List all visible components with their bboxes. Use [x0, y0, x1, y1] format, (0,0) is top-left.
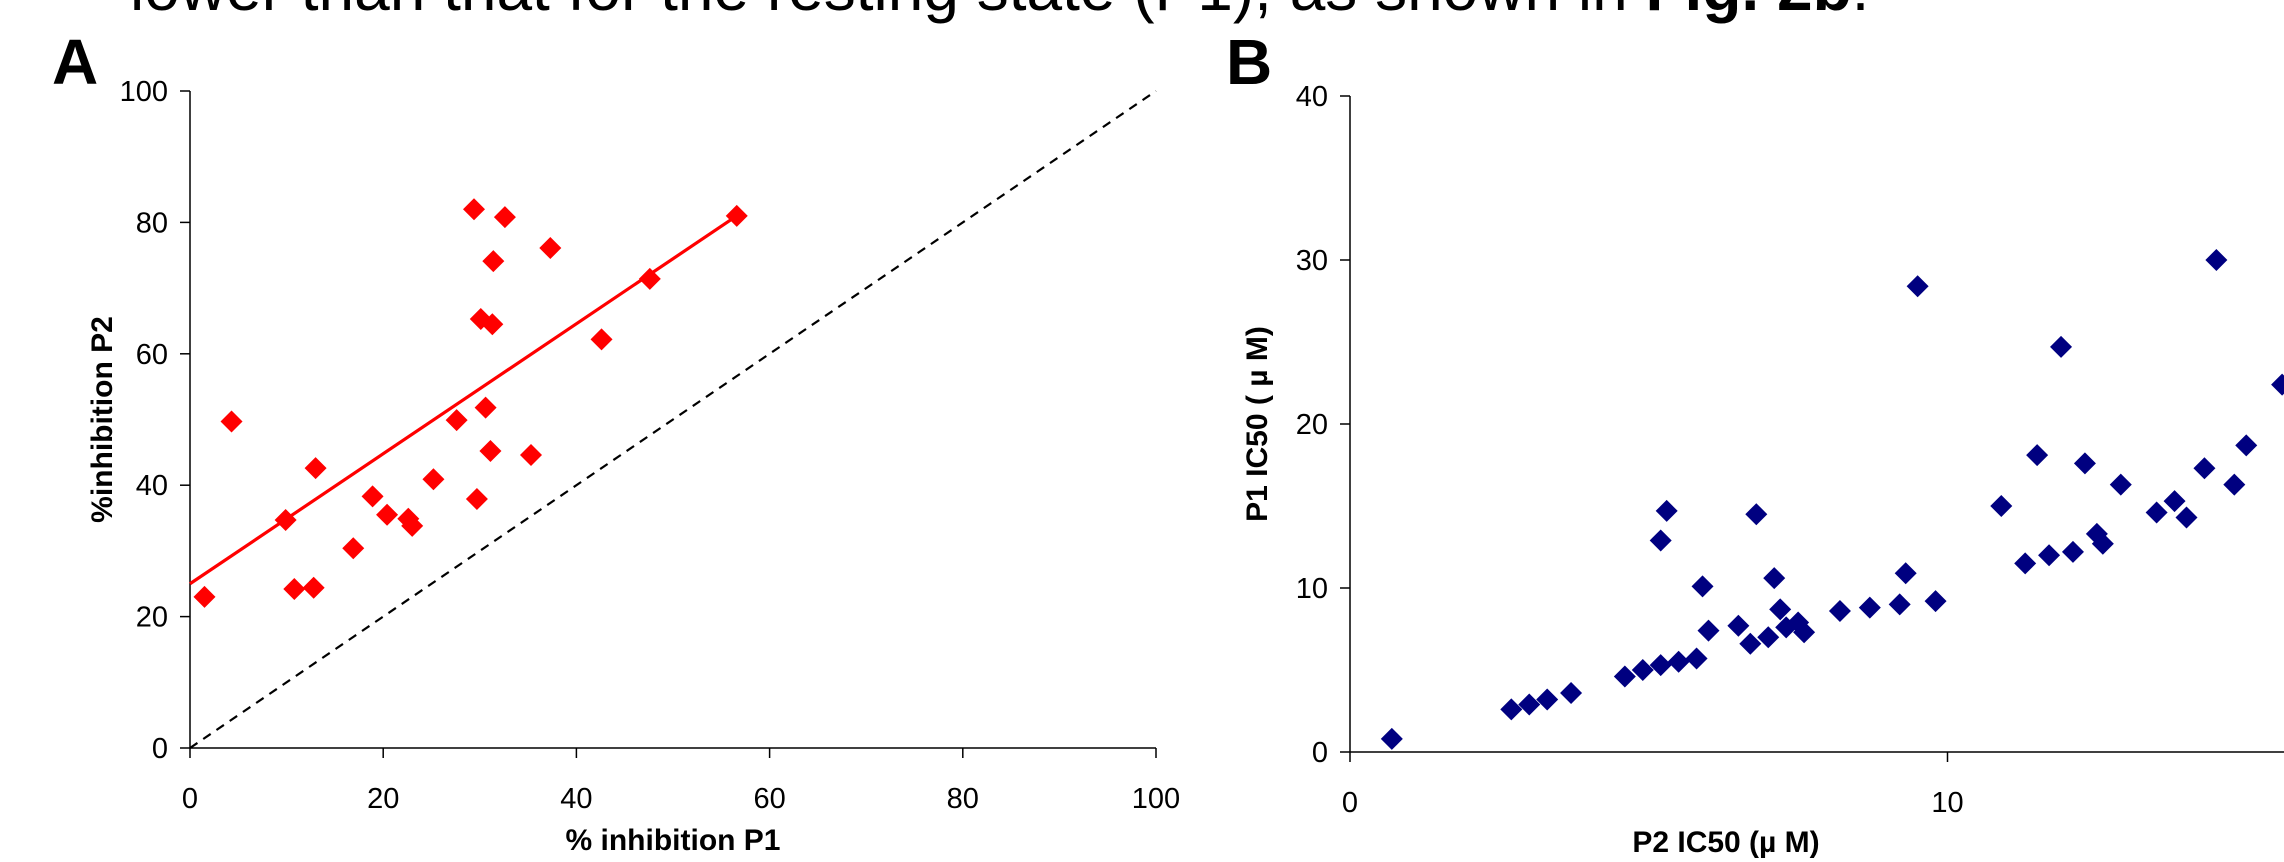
panel-b-x-axis-title: P2 IC50 (µ M): [1632, 826, 1819, 859]
caption-fragment: lower than that for the resting state (P…: [130, 0, 1869, 24]
panel-b-data-point: [1763, 567, 1786, 590]
panel-a-data-point: [481, 313, 504, 336]
panel-b-data-point: [1667, 650, 1690, 673]
panel-b-x-tick-label: 0: [1342, 787, 1358, 819]
panel-b-data-point: [1649, 529, 1672, 552]
panel-a-data-point: [519, 443, 542, 466]
panel-b-data-point: [1924, 590, 1947, 613]
panel-a-x-tick-label: 20: [367, 783, 399, 815]
panel-a-x-tick-label: 80: [947, 783, 979, 815]
panel-b-data-point: [1888, 593, 1911, 616]
panel-b-data-point: [2271, 373, 2284, 396]
panel-b-data-point: [2026, 444, 2049, 467]
panel-b-data-point: [1828, 599, 1851, 622]
panel-b-y-tick-label: 10: [1296, 573, 1328, 605]
panel-b-data-point: [1727, 614, 1750, 637]
panel-b-data-point: [1500, 698, 1523, 721]
panel-b-data-point: [1793, 621, 1816, 644]
panel-a-x-tick-label: 40: [560, 783, 592, 815]
panel-b-data-point: [1769, 598, 1792, 621]
panel-a-data-point: [283, 578, 306, 601]
panel-b-data-point: [1536, 688, 1559, 711]
panel-b-data-point: [1757, 626, 1780, 649]
panel-b-data-point: [2050, 335, 2073, 358]
panel-b-data-point: [1380, 727, 1403, 750]
panel-a-data-point: [474, 396, 497, 419]
panel-b-data-point: [1739, 632, 1762, 655]
panel-a-data-point: [361, 485, 384, 508]
panel-b-data-point: [1560, 681, 1583, 704]
panel-a-data-point: [539, 237, 562, 260]
panel-b-data-point: [2223, 473, 2246, 496]
panel-a-reference-line: [189, 90, 1157, 749]
panel-b-data-point: [2193, 457, 2216, 480]
panel-b-data-point: [2061, 540, 2084, 563]
panel-b-y-tick-label: 0: [1312, 737, 1328, 769]
panel-b-data-point: [2014, 552, 2037, 575]
panel-b-y-tick-label: 40: [1296, 81, 1328, 113]
panel-a-data-point: [445, 409, 468, 432]
panel-a-data-point: [274, 509, 297, 532]
panel-a-data-point: [401, 514, 424, 537]
panel-b-data-point: [1858, 596, 1881, 619]
panel-a-data-point: [493, 206, 516, 229]
panel-b-chart: B0102030400102030P2 IC50 (µ M)P1 IC50 ( …: [1226, 26, 2284, 859]
panel-b-data-point: [2235, 434, 2258, 457]
panel-b-data-point: [2205, 249, 2228, 271]
panel-a-y-tick-label: 100: [120, 76, 168, 108]
panel-a-y-axis-title: %inhibition P2: [86, 316, 119, 523]
panel-a-trendline: [189, 214, 738, 586]
panel-a-data-point: [465, 487, 488, 510]
panel-a-data-point: [482, 250, 505, 273]
panel-a-x-axis-title: % inhibition P1: [566, 824, 781, 857]
panel-a-data-point: [193, 585, 216, 608]
panel-a-y-tick-label: 20: [136, 602, 168, 634]
panel-a-data-point: [590, 328, 613, 351]
panel-a-data-point: [463, 198, 486, 221]
panel-a-y-tick-label: 60: [136, 339, 168, 371]
panel-b-data-point: [2163, 490, 2186, 513]
panel-b-data-point: [1518, 693, 1541, 716]
panel-b-data-point: [1894, 562, 1917, 585]
panel-a-data-point: [342, 537, 365, 560]
panel-b-data-point: [2073, 452, 2096, 475]
panel-a-data-point: [422, 468, 445, 491]
panel-b-data-point: [1990, 495, 2013, 517]
panel-a-data-point: [479, 440, 502, 463]
panel-b-y-axis-title: P1 IC50 ( µ M): [1241, 326, 1274, 522]
panel-a-data-point: [725, 204, 748, 227]
panel-a-x-tick-label: 100: [1132, 783, 1180, 815]
panel-b-data-point: [2038, 544, 2061, 567]
panel-b-data-point: [1745, 503, 1768, 526]
panel-b-data-point: [1631, 659, 1654, 681]
panel-a-y-tick-label: 40: [136, 470, 168, 502]
panel-b-data-point: [1906, 275, 1929, 298]
panel-a-y-tick-label: 80: [136, 207, 168, 239]
panel-b-data-point: [2175, 506, 2198, 529]
panel-b-data-point: [1649, 654, 1672, 677]
panel-a-x-tick-label: 0: [182, 783, 198, 815]
panel-b-data-point: [2109, 473, 2132, 496]
panel-b-data-point: [1613, 665, 1636, 688]
panel-b-data-point: [1655, 499, 1678, 522]
panel-b-data-point: [1691, 575, 1714, 598]
panel-a-data-point: [220, 410, 243, 433]
panel-b-x-tick-label: 10: [1931, 787, 1963, 819]
panel-a-data-point: [302, 576, 325, 599]
panel-b-y-tick-label: 30: [1296, 245, 1328, 277]
panel-b-label: B: [1226, 26, 1272, 98]
panel-a-data-point: [376, 503, 399, 526]
panel-b-data-point: [2145, 501, 2168, 524]
panel-b-data-point: [1685, 647, 1708, 670]
panel-a-y-tick-label: 0: [152, 733, 168, 765]
panel-a-data-point: [638, 267, 661, 290]
panel-b-y-tick-label: 20: [1296, 409, 1328, 441]
panel-a-label: A: [52, 26, 98, 98]
panel-b-data-point: [1697, 619, 1720, 642]
panel-a-data-point: [304, 457, 327, 480]
panel-a-x-tick-label: 60: [753, 783, 785, 815]
panel-a-chart: A 0 20 40 60 80 100 0 20 40 60 80 100 % inhibition P1…: [52, 26, 1180, 857]
panel-b-data-point: [2091, 532, 2114, 555]
